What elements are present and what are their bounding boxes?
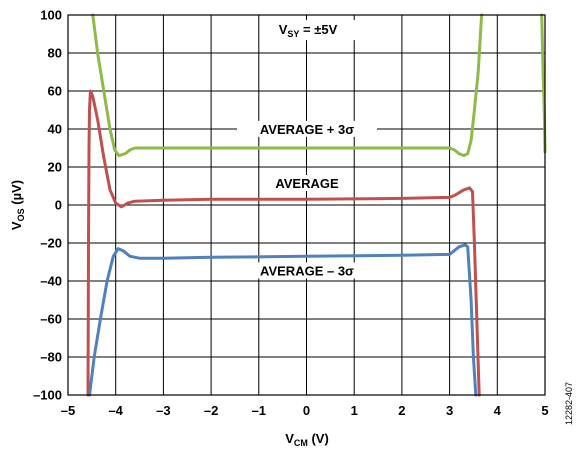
figure-id: 12282-407 — [564, 382, 574, 425]
y-tick-label: 0 — [55, 198, 62, 213]
x-tick-label: 5 — [541, 403, 548, 418]
series-average-minus-3sigma — [88, 243, 478, 397]
y-tick-label: –80 — [40, 350, 62, 365]
y-tick-label: 60 — [48, 84, 62, 99]
label-average-minus-3sigma-bg — [237, 262, 377, 279]
y-tick-label: 40 — [48, 122, 62, 137]
label-vsy-bg — [260, 20, 356, 41]
series-average — [86, 89, 481, 397]
label-vsy: VSY = ±5V — [279, 22, 338, 39]
label-average-plus-3sigma: AVERAGE + 3σ — [260, 122, 354, 137]
y-tick-label: –40 — [40, 274, 62, 289]
label-average-bg — [262, 175, 352, 191]
y-tick-label: 20 — [48, 160, 62, 175]
series-lines — [86, 13, 547, 397]
y-tick-label: 100 — [40, 8, 62, 23]
x-tick-labels: –5 –4 –3 –2 –1 0 1 2 3 4 5 — [61, 403, 549, 418]
y-tick-label: 80 — [48, 46, 62, 61]
y-tick-label: –60 — [40, 312, 62, 327]
x-tick-label: 0 — [303, 403, 310, 418]
series-average-plus-3sigma — [91, 13, 484, 158]
y-tick-label: –100 — [33, 388, 62, 403]
y-tick-labels: 100 80 60 40 20 0 –20 –40 –60 –80 –100 — [33, 8, 62, 403]
x-tick-label: –1 — [252, 403, 266, 418]
annotation-labels: AVERAGE + 3σ AVERAGE AVERAGE – 3σ VSY = ±5V — [237, 20, 377, 279]
plot-frame — [67, 14, 546, 396]
x-tick-label: 2 — [398, 403, 405, 418]
y-axis-title: VOS (µV) — [9, 180, 26, 230]
x-tick-label: –4 — [108, 403, 123, 418]
x-tick-label: –2 — [204, 403, 218, 418]
x-axis-title: VCM (V) — [285, 431, 329, 448]
x-tick-label: –3 — [156, 403, 170, 418]
x-tick-label: 1 — [351, 403, 358, 418]
x-tick-label: –5 — [61, 403, 75, 418]
label-average: AVERAGE — [275, 176, 339, 191]
label-average-plus-3sigma-bg — [237, 120, 377, 137]
x-tick-label: 3 — [446, 403, 453, 418]
x-tick-label: 4 — [494, 403, 502, 418]
label-average-minus-3sigma: AVERAGE – 3σ — [260, 263, 354, 278]
y-tick-label: –20 — [40, 236, 62, 251]
